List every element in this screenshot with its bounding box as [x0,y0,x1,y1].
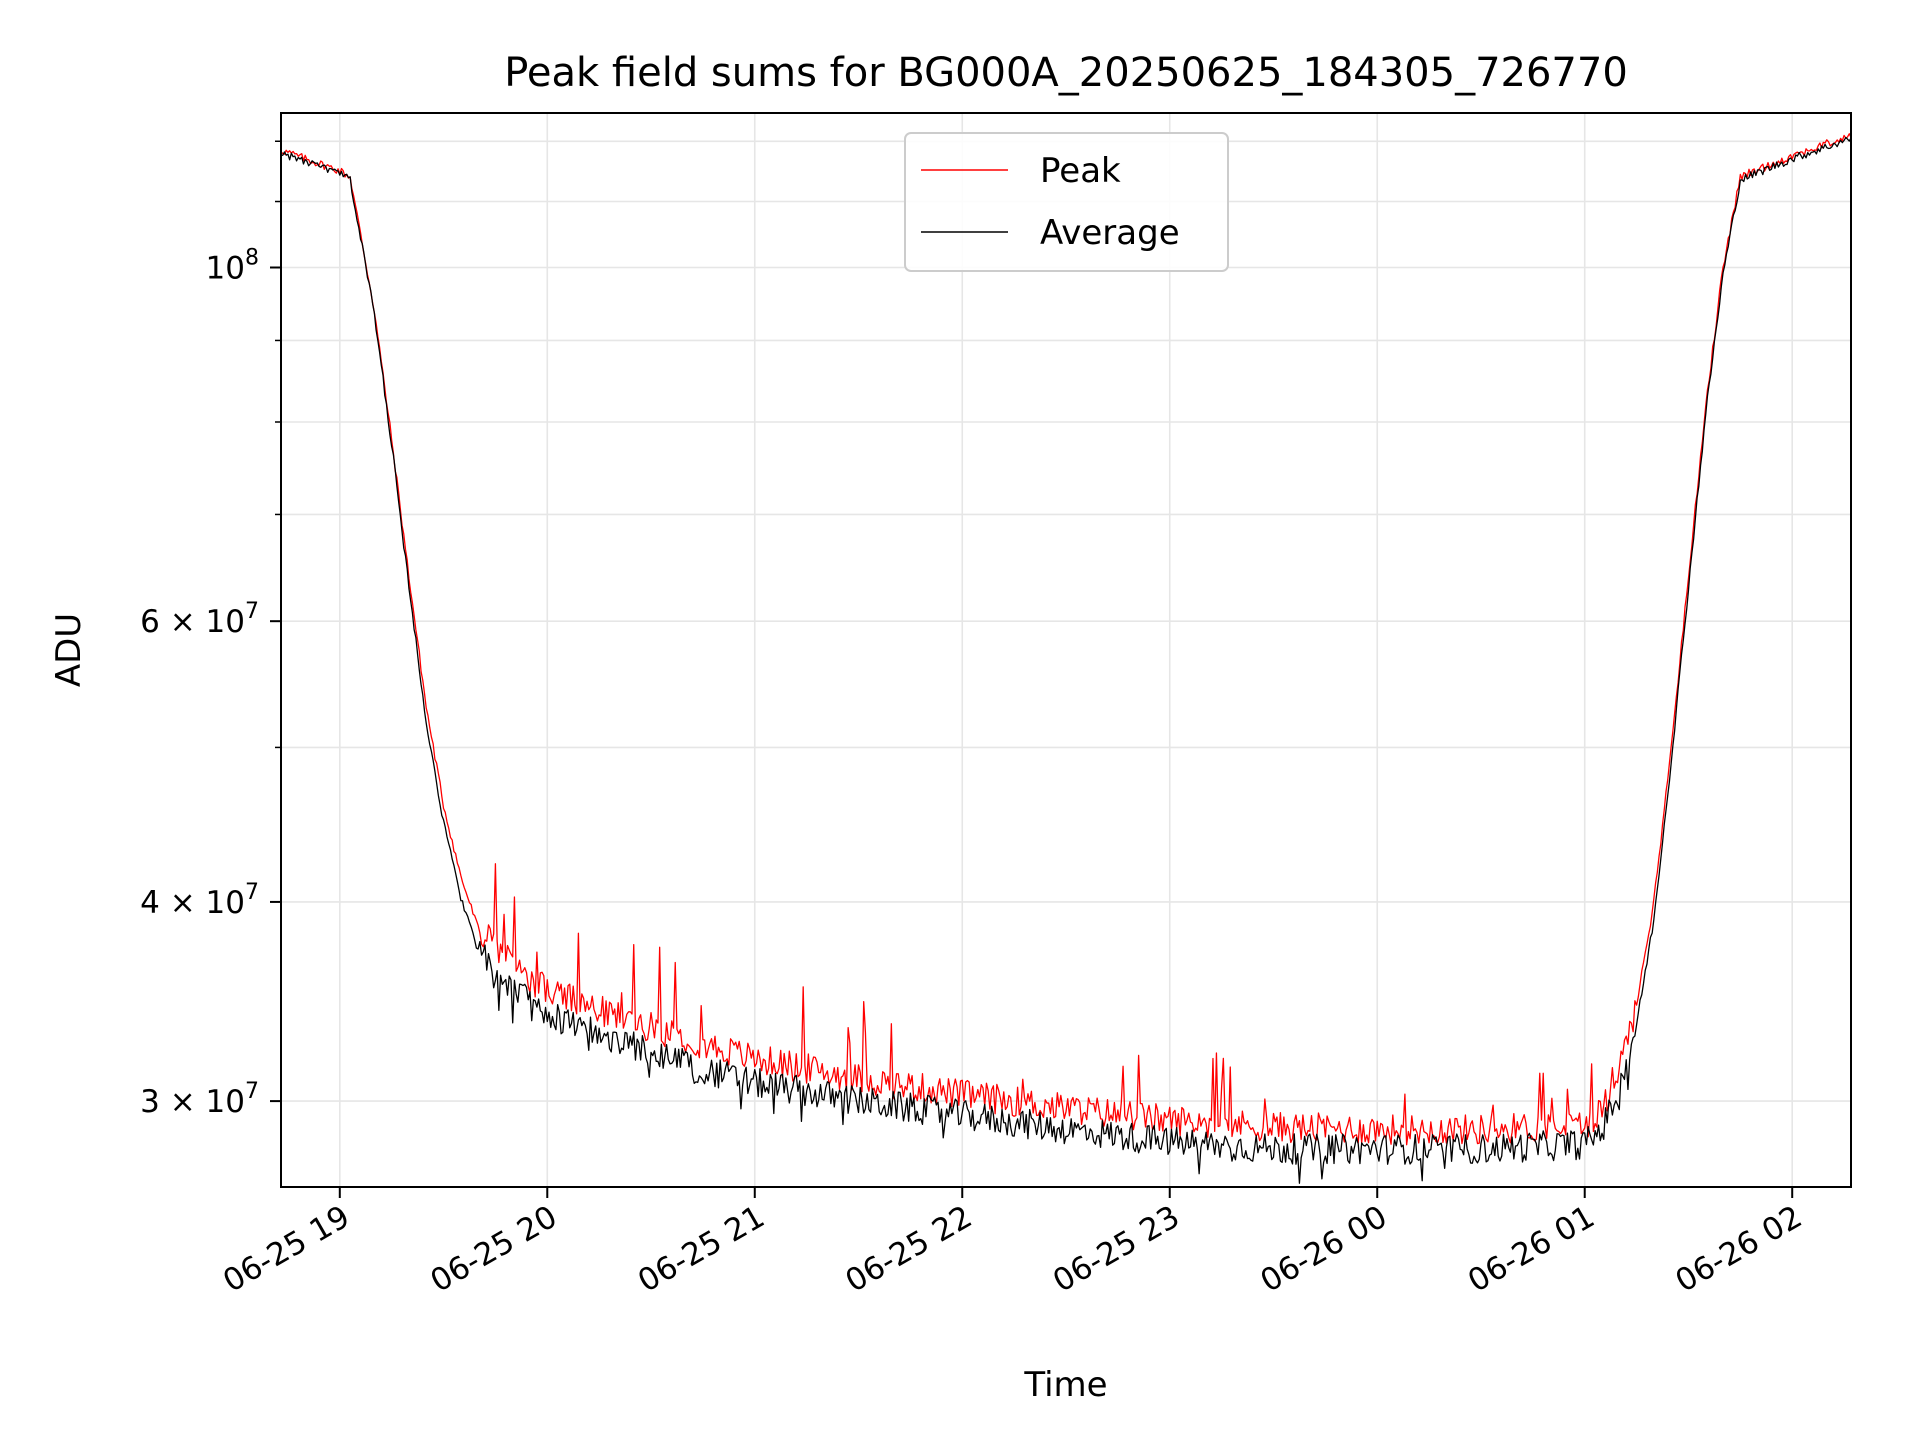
y-tick-label: 3 × 107 [140,1079,259,1120]
y-tick-label: 6 × 107 [140,599,259,640]
y-axis-label: ADU [49,613,89,687]
chart-title: Peak field sums for BG000A_20250625_1843… [504,50,1628,96]
legend-label-peak: Peak [1040,151,1121,191]
legend-box [904,132,1229,272]
legend: Peak Average [904,132,1229,272]
series-line-average [281,136,1851,1184]
series-layer [281,133,1851,1184]
grid-layer [281,113,1851,1187]
y-tick-label: 108 [206,246,259,287]
x-axis-label: Time [1023,1365,1107,1405]
legend-label-average: Average [1040,213,1180,253]
y-tick-label: 4 × 107 [140,880,259,921]
series-line-peak [281,133,1851,1146]
axes-frame [280,112,1852,1188]
